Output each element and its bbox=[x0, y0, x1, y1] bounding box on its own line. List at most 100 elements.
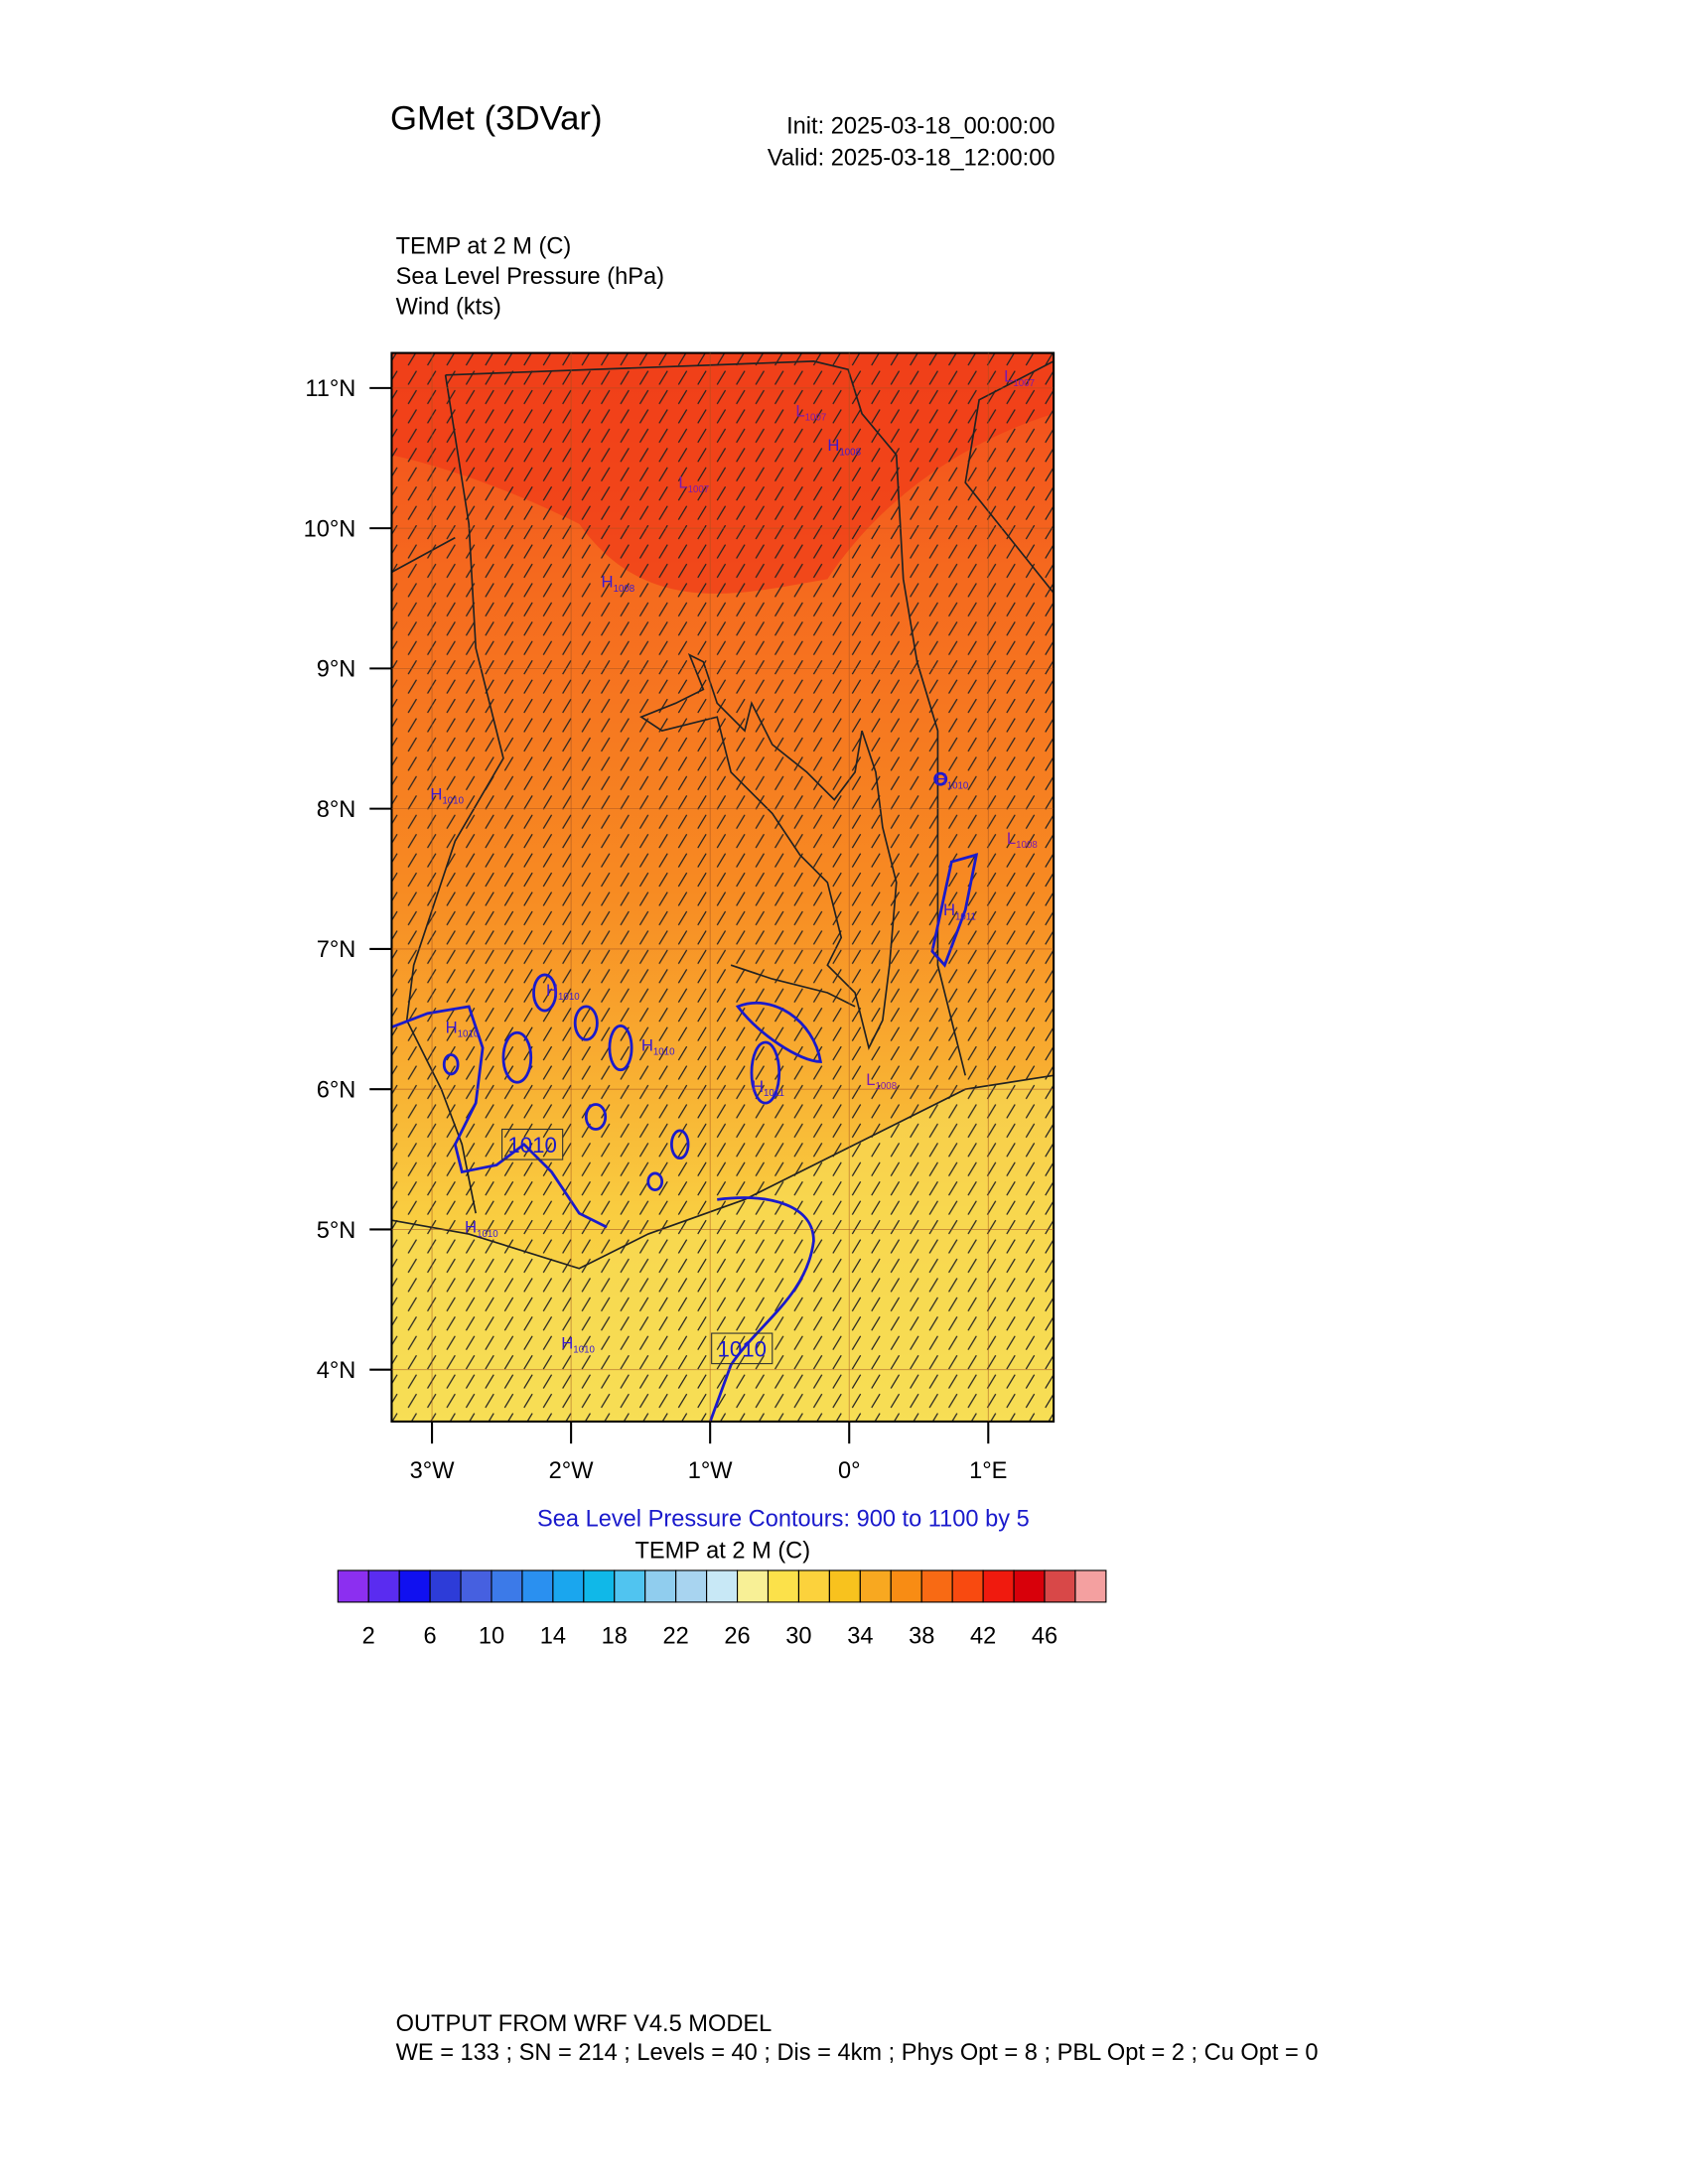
pressure-value: 1010 bbox=[442, 796, 464, 807]
colorbar-label: 10 bbox=[479, 1624, 504, 1650]
colorbar-box bbox=[521, 1570, 554, 1603]
colorbar-title: TEMP at 2 M (C) bbox=[634, 1538, 810, 1564]
colorbar-box bbox=[828, 1570, 861, 1603]
y-tick-label: 8°N bbox=[317, 797, 356, 823]
pressure-value: 1008 bbox=[1016, 840, 1038, 851]
pressure-letter: H bbox=[561, 1333, 573, 1352]
contour-label: 1010 bbox=[718, 1337, 767, 1362]
pressure-letter: L bbox=[1004, 367, 1013, 386]
pressure-letter: H bbox=[827, 436, 839, 455]
valid-time: Valid: 2025-03-18_12:00:00 bbox=[768, 146, 1055, 172]
pressure-value: 1010 bbox=[477, 1229, 498, 1240]
colorbar-box bbox=[675, 1570, 708, 1603]
pressure-center: H1008 bbox=[602, 573, 635, 595]
pressure-value: 1011 bbox=[764, 1088, 784, 1099]
colorbar-label: 14 bbox=[540, 1624, 566, 1650]
pressure-value: 1011 bbox=[955, 911, 976, 922]
colorbar-label: 2 bbox=[362, 1624, 375, 1650]
field-label: Sea Level Pressure (hPa) bbox=[396, 264, 664, 290]
colorbar-box bbox=[951, 1570, 984, 1603]
x-tick-label: 2°W bbox=[549, 1458, 595, 1484]
colorbar-box bbox=[706, 1570, 739, 1603]
pressure-letter: L bbox=[1007, 829, 1016, 848]
colorbar-label: 6 bbox=[424, 1624, 437, 1650]
pressure-letter: L bbox=[795, 401, 804, 420]
pressure-value: 1010 bbox=[458, 1028, 480, 1039]
pressure-letter: H bbox=[465, 1218, 477, 1237]
pressure-letter: H bbox=[641, 1035, 653, 1054]
y-tick-label: 11°N bbox=[305, 376, 355, 402]
colorbar-label: 26 bbox=[724, 1624, 750, 1650]
pressure-letter: H bbox=[430, 785, 442, 804]
colorbar-label: 46 bbox=[1032, 1624, 1057, 1650]
y-tick-label: 4°N bbox=[317, 1358, 356, 1384]
map-frame bbox=[390, 351, 1055, 1423]
pressure-value: 1007 bbox=[1013, 378, 1035, 389]
field-label: Wind (kts) bbox=[396, 295, 501, 321]
colorbar-box bbox=[644, 1570, 677, 1603]
x-tick-label: 0° bbox=[838, 1458, 861, 1484]
contour-label: 1010 bbox=[507, 1133, 556, 1158]
colorbar-box bbox=[737, 1570, 770, 1603]
y-tick-label: 10°N bbox=[304, 516, 356, 542]
pressure-center: H1010 bbox=[935, 769, 969, 791]
colorbar-label: 38 bbox=[909, 1624, 934, 1650]
colorbar-box bbox=[797, 1570, 830, 1603]
colorbar-box bbox=[859, 1570, 892, 1603]
colorbar-label: 22 bbox=[663, 1624, 689, 1650]
pressure-center: H1010 bbox=[561, 1333, 595, 1355]
y-tick-label: 6°N bbox=[317, 1077, 356, 1103]
field-label: TEMP at 2 M (C) bbox=[396, 234, 572, 260]
pressure-letter: H bbox=[935, 769, 947, 788]
init-time: Init: 2025-03-18_00:00:00 bbox=[786, 114, 1055, 140]
colorbar-label: 18 bbox=[602, 1624, 628, 1650]
pressure-center: H1010 bbox=[465, 1218, 498, 1240]
pressure-center: H1008 bbox=[827, 436, 861, 458]
pressure-center: H1011 bbox=[943, 900, 976, 922]
colorbar-box bbox=[398, 1570, 431, 1603]
pressure-center: H1010 bbox=[641, 1035, 675, 1057]
colorbar-label: 30 bbox=[785, 1624, 811, 1650]
wind-barbs bbox=[391, 352, 1055, 1422]
contour-label-box bbox=[711, 1332, 774, 1365]
colorbar-label: 34 bbox=[847, 1624, 873, 1650]
pressure-value: 1010 bbox=[653, 1046, 675, 1057]
map-annotations: 11°N 10°N 9°N 8°N 7°N 6°N 5°N 4°N 3°W 2°W 1°W 0° 1°E… bbox=[304, 352, 1107, 1650]
pressure-center: L1008 bbox=[866, 1070, 897, 1092]
contour-note: Sea Level Pressure Contours: 900 to 1100… bbox=[537, 1507, 1030, 1533]
pressure-letter: L bbox=[866, 1070, 875, 1089]
pressure-center: L1007 bbox=[795, 401, 826, 423]
pressure-center: L1008 bbox=[1007, 829, 1038, 851]
colorbar-box bbox=[614, 1570, 646, 1603]
colorbar-box bbox=[429, 1570, 462, 1603]
pressure-value: 1008 bbox=[839, 447, 861, 458]
footer-line: OUTPUT FROM WRF V4.5 MODEL bbox=[396, 2011, 773, 2037]
pressure-letter: H bbox=[752, 1077, 764, 1096]
pressure-value: 1008 bbox=[875, 1081, 897, 1092]
colorbar-box bbox=[367, 1570, 400, 1603]
pressure-letter: L bbox=[678, 474, 687, 492]
pressure-center: L1007 bbox=[1004, 367, 1035, 389]
colorbar-box bbox=[890, 1570, 922, 1603]
pressure-center: H1010 bbox=[446, 1018, 480, 1039]
colorbar-label: 42 bbox=[970, 1624, 996, 1650]
y-tick-label: 7°N bbox=[317, 937, 356, 963]
map-panel bbox=[391, 352, 1055, 1422]
colorbar-box bbox=[491, 1570, 523, 1603]
x-tick-label: 1°W bbox=[688, 1458, 734, 1484]
borders bbox=[391, 360, 1055, 1270]
x-tick-label: 3°W bbox=[410, 1458, 456, 1484]
pressure-value: 1010 bbox=[573, 1344, 595, 1355]
pressure-contours bbox=[391, 771, 979, 1422]
footer-line: WE = 133 ; SN = 214 ; Levels = 40 ; Dis … bbox=[396, 2040, 1319, 2066]
colorbar-box bbox=[583, 1570, 616, 1603]
colorbar-box bbox=[767, 1570, 799, 1603]
contour-label-box bbox=[501, 1128, 564, 1160]
colorbar-box bbox=[1074, 1570, 1107, 1603]
pressure-value: 1010 bbox=[558, 992, 580, 1003]
colorbar-box bbox=[1044, 1570, 1076, 1603]
y-tick-label: 5°N bbox=[317, 1218, 356, 1244]
colorbar-box bbox=[920, 1570, 953, 1603]
colorbar-box bbox=[460, 1570, 492, 1603]
